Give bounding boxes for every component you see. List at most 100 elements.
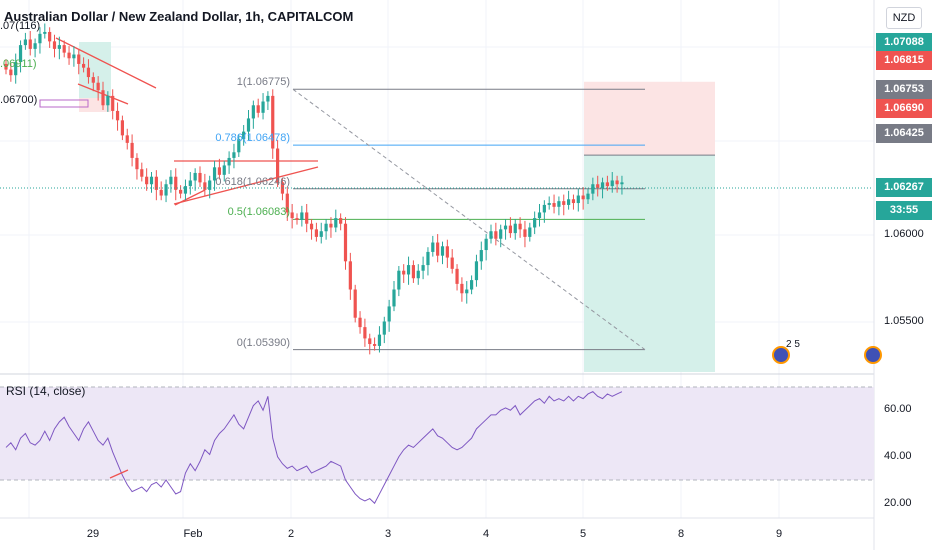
candle-body <box>314 229 318 237</box>
pattern-drawings[interactable] <box>39 37 319 206</box>
candle-body <box>33 43 37 49</box>
candle-body <box>319 231 323 237</box>
candle-body <box>256 105 260 113</box>
time-tick-label: 5 <box>579 528 587 540</box>
candle-body <box>212 167 217 181</box>
candle-body <box>411 265 415 279</box>
price-tick-label: 1.06000 <box>884 228 924 240</box>
candle-body <box>111 95 115 111</box>
stop-loss-zone[interactable] <box>584 81 715 156</box>
candle-body <box>402 270 406 275</box>
candle-body <box>52 41 57 49</box>
take-profit-zone[interactable] <box>584 155 715 372</box>
candle-body <box>266 95 270 102</box>
candle-body <box>217 167 221 175</box>
candle-body <box>101 90 105 106</box>
candle-body <box>237 139 241 153</box>
price-tag: 1.06753 <box>876 80 932 99</box>
candle-body <box>246 118 251 132</box>
candle-body <box>440 246 445 256</box>
candle-body <box>489 231 493 239</box>
candle-body <box>18 45 23 63</box>
candle-body <box>149 176 154 185</box>
fib-trend-line[interactable] <box>292 88 646 351</box>
candle-body <box>203 182 207 190</box>
price-tick-label: 1.05500 <box>884 315 924 327</box>
grid <box>0 0 874 518</box>
fib-level-label: 0.786(1.06478) <box>215 132 290 145</box>
candle-body <box>571 199 576 204</box>
fib-level-label: 1(1.06775) <box>236 76 290 89</box>
candle-body <box>72 54 76 59</box>
candle-body <box>295 218 299 220</box>
time-tick-label: Feb <box>183 528 203 540</box>
candle-body <box>382 321 386 335</box>
price-tag: 1.06815 <box>876 51 932 70</box>
candle-body <box>9 69 13 76</box>
economic-events[interactable] <box>772 346 882 364</box>
candle-body <box>576 195 580 204</box>
candle-body <box>368 338 372 345</box>
candle-body <box>67 52 71 59</box>
candle-body <box>276 148 280 183</box>
candle-body <box>542 204 546 213</box>
pattern-line[interactable] <box>55 37 157 89</box>
candle-body <box>38 33 42 44</box>
candle-body <box>86 67 91 78</box>
candle-body <box>271 95 275 149</box>
candle-body <box>416 270 420 279</box>
fibonacci-retracement[interactable] <box>292 88 646 351</box>
candle-body <box>130 142 134 158</box>
rsi-tick-label: 20.00 <box>884 497 912 509</box>
candle-body <box>305 212 309 224</box>
candle-body <box>159 189 163 196</box>
candle-body <box>581 195 585 200</box>
rsi-title: RSI (14, close) <box>6 384 86 398</box>
candle-body <box>57 45 61 49</box>
candle-body <box>479 250 483 262</box>
time-tick-label: 8 <box>677 528 685 540</box>
candle-body <box>309 223 314 230</box>
pattern-line[interactable] <box>174 189 206 206</box>
candle-body <box>436 242 440 256</box>
candle-body <box>208 180 212 190</box>
candle-body <box>106 95 110 106</box>
fib-level-label: 0(1.05390) <box>236 336 290 349</box>
candlestick-series <box>4 23 624 355</box>
event-flag-icon[interactable] <box>772 346 790 364</box>
candle-body <box>115 110 120 121</box>
pattern-line[interactable] <box>173 166 319 205</box>
price-tag: 1.06690 <box>876 99 932 118</box>
candle-body <box>28 39 32 49</box>
candle-body <box>533 218 537 228</box>
candle-body <box>377 334 382 346</box>
candle-body <box>232 152 236 158</box>
candle-body <box>358 317 362 328</box>
candle-body <box>513 223 517 234</box>
rsi-tick-label: 60.00 <box>884 403 912 415</box>
candle-body <box>557 201 561 207</box>
rsi-line <box>5 391 623 505</box>
candle-body <box>334 218 338 228</box>
rsi-trend-line[interactable] <box>109 469 129 479</box>
candle-body <box>528 227 532 237</box>
candle-body <box>154 176 158 190</box>
range-box[interactable] <box>39 99 89 108</box>
event-count-label: 2 5 <box>786 339 800 350</box>
candle-body <box>82 63 86 68</box>
candle-body <box>387 306 391 322</box>
candle-body <box>48 31 52 42</box>
candle-body <box>183 186 188 194</box>
candle-body <box>193 172 197 181</box>
event-flag-icon[interactable] <box>864 346 882 364</box>
fib-level-label: 0.5(1.06083) <box>227 206 290 219</box>
currency-selector[interactable]: NZD <box>886 7 922 29</box>
candle-body <box>470 280 474 290</box>
candle-body <box>600 182 605 188</box>
candle-body <box>431 242 435 252</box>
candle-body <box>615 180 619 185</box>
candle-body <box>77 54 81 64</box>
candle-body <box>169 176 173 185</box>
time-tick-label: 9 <box>775 528 783 540</box>
